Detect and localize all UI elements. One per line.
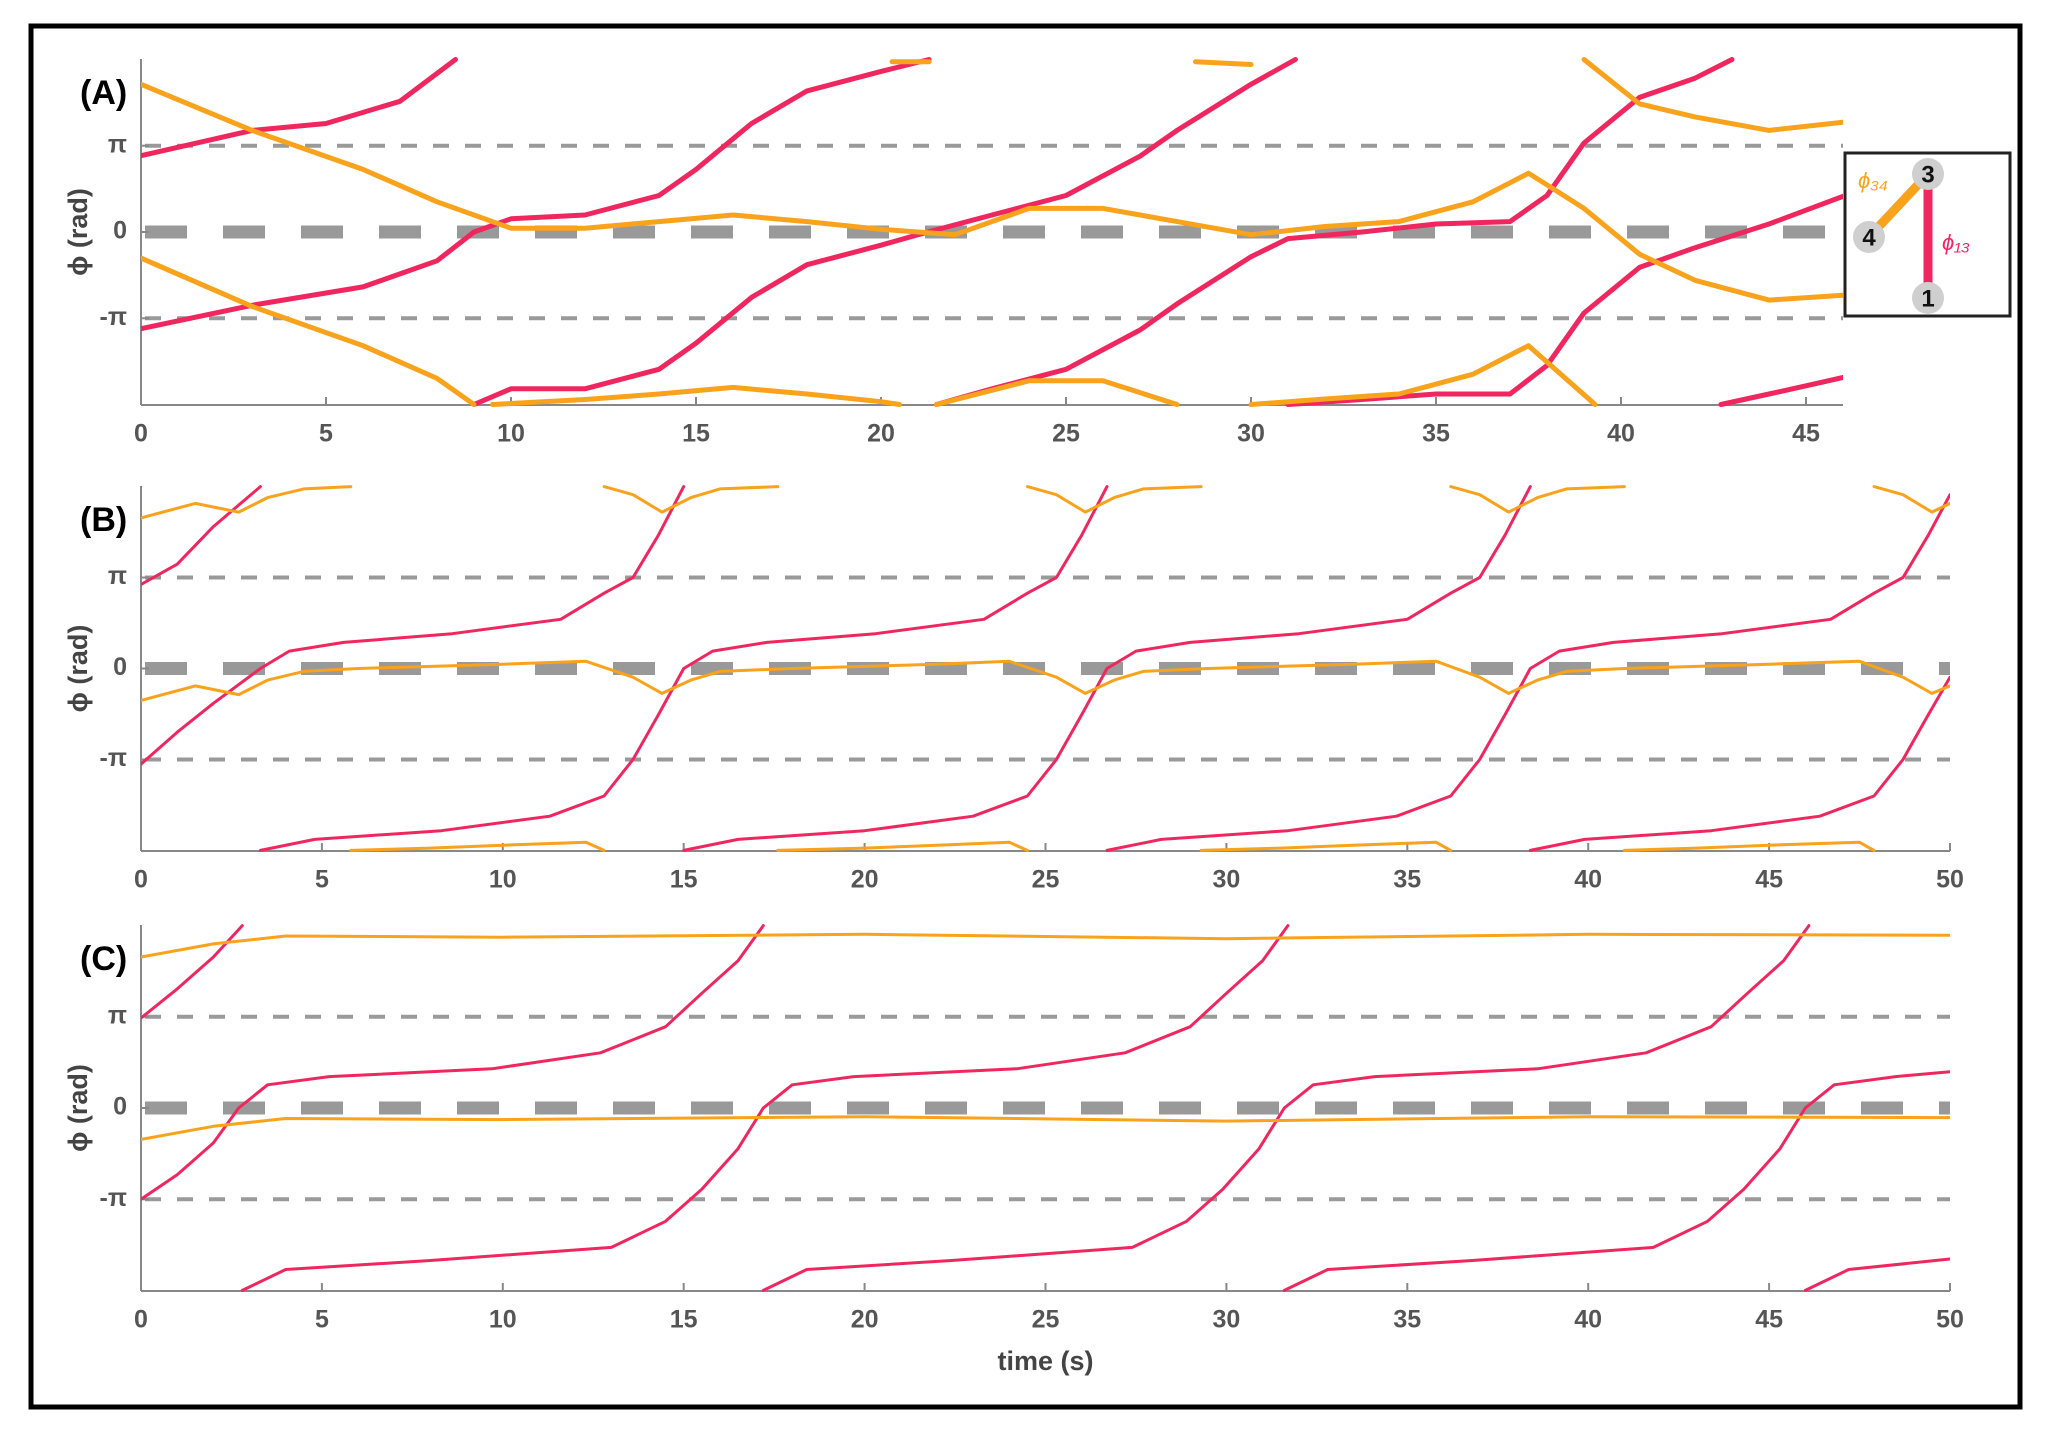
x-tick-label: 0 — [134, 420, 148, 448]
phase-curve — [934, 57, 1735, 407]
y-tick-label: π — [108, 562, 127, 590]
x-tick-label: 40 — [1607, 420, 1635, 448]
phase-curve — [258, 485, 1109, 852]
phase-curve — [1199, 840, 1453, 852]
x-tick-label: 15 — [670, 1306, 698, 1334]
x-tick-label: 40 — [1574, 1306, 1602, 1334]
phase-curve — [1872, 485, 1950, 514]
x-tick-label: 30 — [1212, 866, 1240, 894]
phase-curve — [682, 485, 1532, 852]
x-tick-label: 10 — [489, 866, 517, 894]
phase-curve — [1105, 493, 1950, 852]
phase-curve — [349, 840, 606, 852]
x-axis-title: time (s) — [997, 1346, 1093, 1376]
y-tick-label: 0 — [113, 653, 127, 681]
node — [1853, 221, 1885, 253]
phase-curve — [1282, 1070, 1950, 1292]
node — [1912, 282, 1944, 314]
phase-curve — [934, 378, 1180, 407]
x-tick-label: 40 — [1574, 866, 1602, 894]
x-tick-label: 35 — [1422, 420, 1450, 448]
x-tick-label: 10 — [489, 1306, 517, 1334]
phase-curve — [471, 57, 1298, 407]
phase-curve — [490, 384, 902, 407]
y-axis-title: ϕ (rad) — [63, 188, 93, 276]
phase-curve — [141, 81, 1843, 303]
x-tick-label: 25 — [1052, 420, 1080, 448]
phase-label: ϕ₃₄ — [1858, 168, 1888, 193]
phase-curve — [1803, 1257, 1950, 1292]
phase-curve — [602, 485, 780, 514]
phase-label: ϕ₁₃ — [1942, 230, 1970, 255]
node-label: 1 — [1921, 285, 1934, 312]
x-tick-label: 15 — [682, 420, 710, 448]
phase-curve — [1622, 840, 1876, 852]
plot-area — [141, 57, 1843, 407]
x-tick-label: 45 — [1792, 420, 1820, 448]
y-axis-title: ϕ (rad) — [63, 1064, 93, 1152]
x-tick-label: 0 — [134, 1306, 148, 1334]
phase-curve — [141, 485, 686, 766]
figure-frame — [28, 23, 2023, 1410]
phase-curve — [141, 659, 1950, 702]
plot-area — [141, 924, 1950, 1292]
phase-curve — [141, 932, 1950, 959]
y-tick-label: 0 — [113, 217, 127, 245]
phase-curve — [1025, 485, 1203, 514]
phase-curve — [1248, 343, 1598, 407]
node-label: 4 — [1862, 224, 1876, 251]
y-tick-label: -π — [100, 744, 127, 772]
y-tick-label: -π — [100, 303, 127, 331]
phase-curve — [141, 485, 353, 520]
phase-curve — [1718, 375, 1843, 407]
node-label: 3 — [1921, 161, 1934, 188]
x-tick-label: 0 — [134, 866, 148, 894]
phase-curve — [776, 840, 1029, 852]
y-axis-title: ϕ (rad) — [63, 625, 93, 713]
x-tick-label: 35 — [1393, 866, 1421, 894]
y-tick-label: -π — [100, 1184, 127, 1212]
phase-curve — [141, 57, 458, 159]
x-tick-label: 5 — [319, 420, 333, 448]
x-tick-label: 30 — [1212, 1306, 1240, 1334]
x-tick-label: 45 — [1755, 866, 1783, 894]
x-tick-label: 5 — [315, 866, 329, 894]
y-tick-label: 0 — [113, 1093, 127, 1121]
phase-curve — [1449, 485, 1626, 514]
phase-curve — [1528, 675, 1950, 852]
x-tick-label: 10 — [497, 420, 525, 448]
x-tick-label: 15 — [670, 866, 698, 894]
x-tick-label: 45 — [1755, 1306, 1783, 1334]
phase-curve — [761, 924, 1811, 1292]
panel-label: (B) — [80, 501, 127, 539]
x-tick-label: 30 — [1237, 420, 1265, 448]
x-tick-label: 50 — [1936, 866, 1964, 894]
phase-curve — [141, 57, 932, 332]
plot-area — [141, 485, 1950, 852]
x-tick-label: 5 — [315, 1306, 329, 1334]
panel-label: (A) — [80, 74, 127, 112]
phase-curve — [1581, 57, 1843, 133]
phase-curve — [1193, 59, 1254, 67]
phase-curve — [141, 924, 765, 1201]
phase-curve — [141, 1115, 1950, 1141]
phase-curve — [240, 924, 1290, 1292]
node — [1912, 158, 1944, 190]
x-tick-label: 25 — [1032, 866, 1060, 894]
y-tick-label: π — [108, 1001, 127, 1029]
phase-curve — [141, 485, 262, 586]
x-tick-label: 20 — [851, 866, 879, 894]
phase-curve — [1285, 193, 1843, 407]
x-tick-label: 20 — [867, 420, 895, 448]
x-tick-label: 20 — [851, 1306, 879, 1334]
panel-label: (C) — [80, 940, 127, 978]
x-tick-label: 50 — [1936, 1306, 1964, 1334]
y-tick-label: π — [108, 130, 127, 158]
x-tick-label: 25 — [1032, 1306, 1060, 1334]
x-tick-label: 35 — [1393, 1306, 1421, 1334]
phase-curve — [141, 255, 477, 407]
